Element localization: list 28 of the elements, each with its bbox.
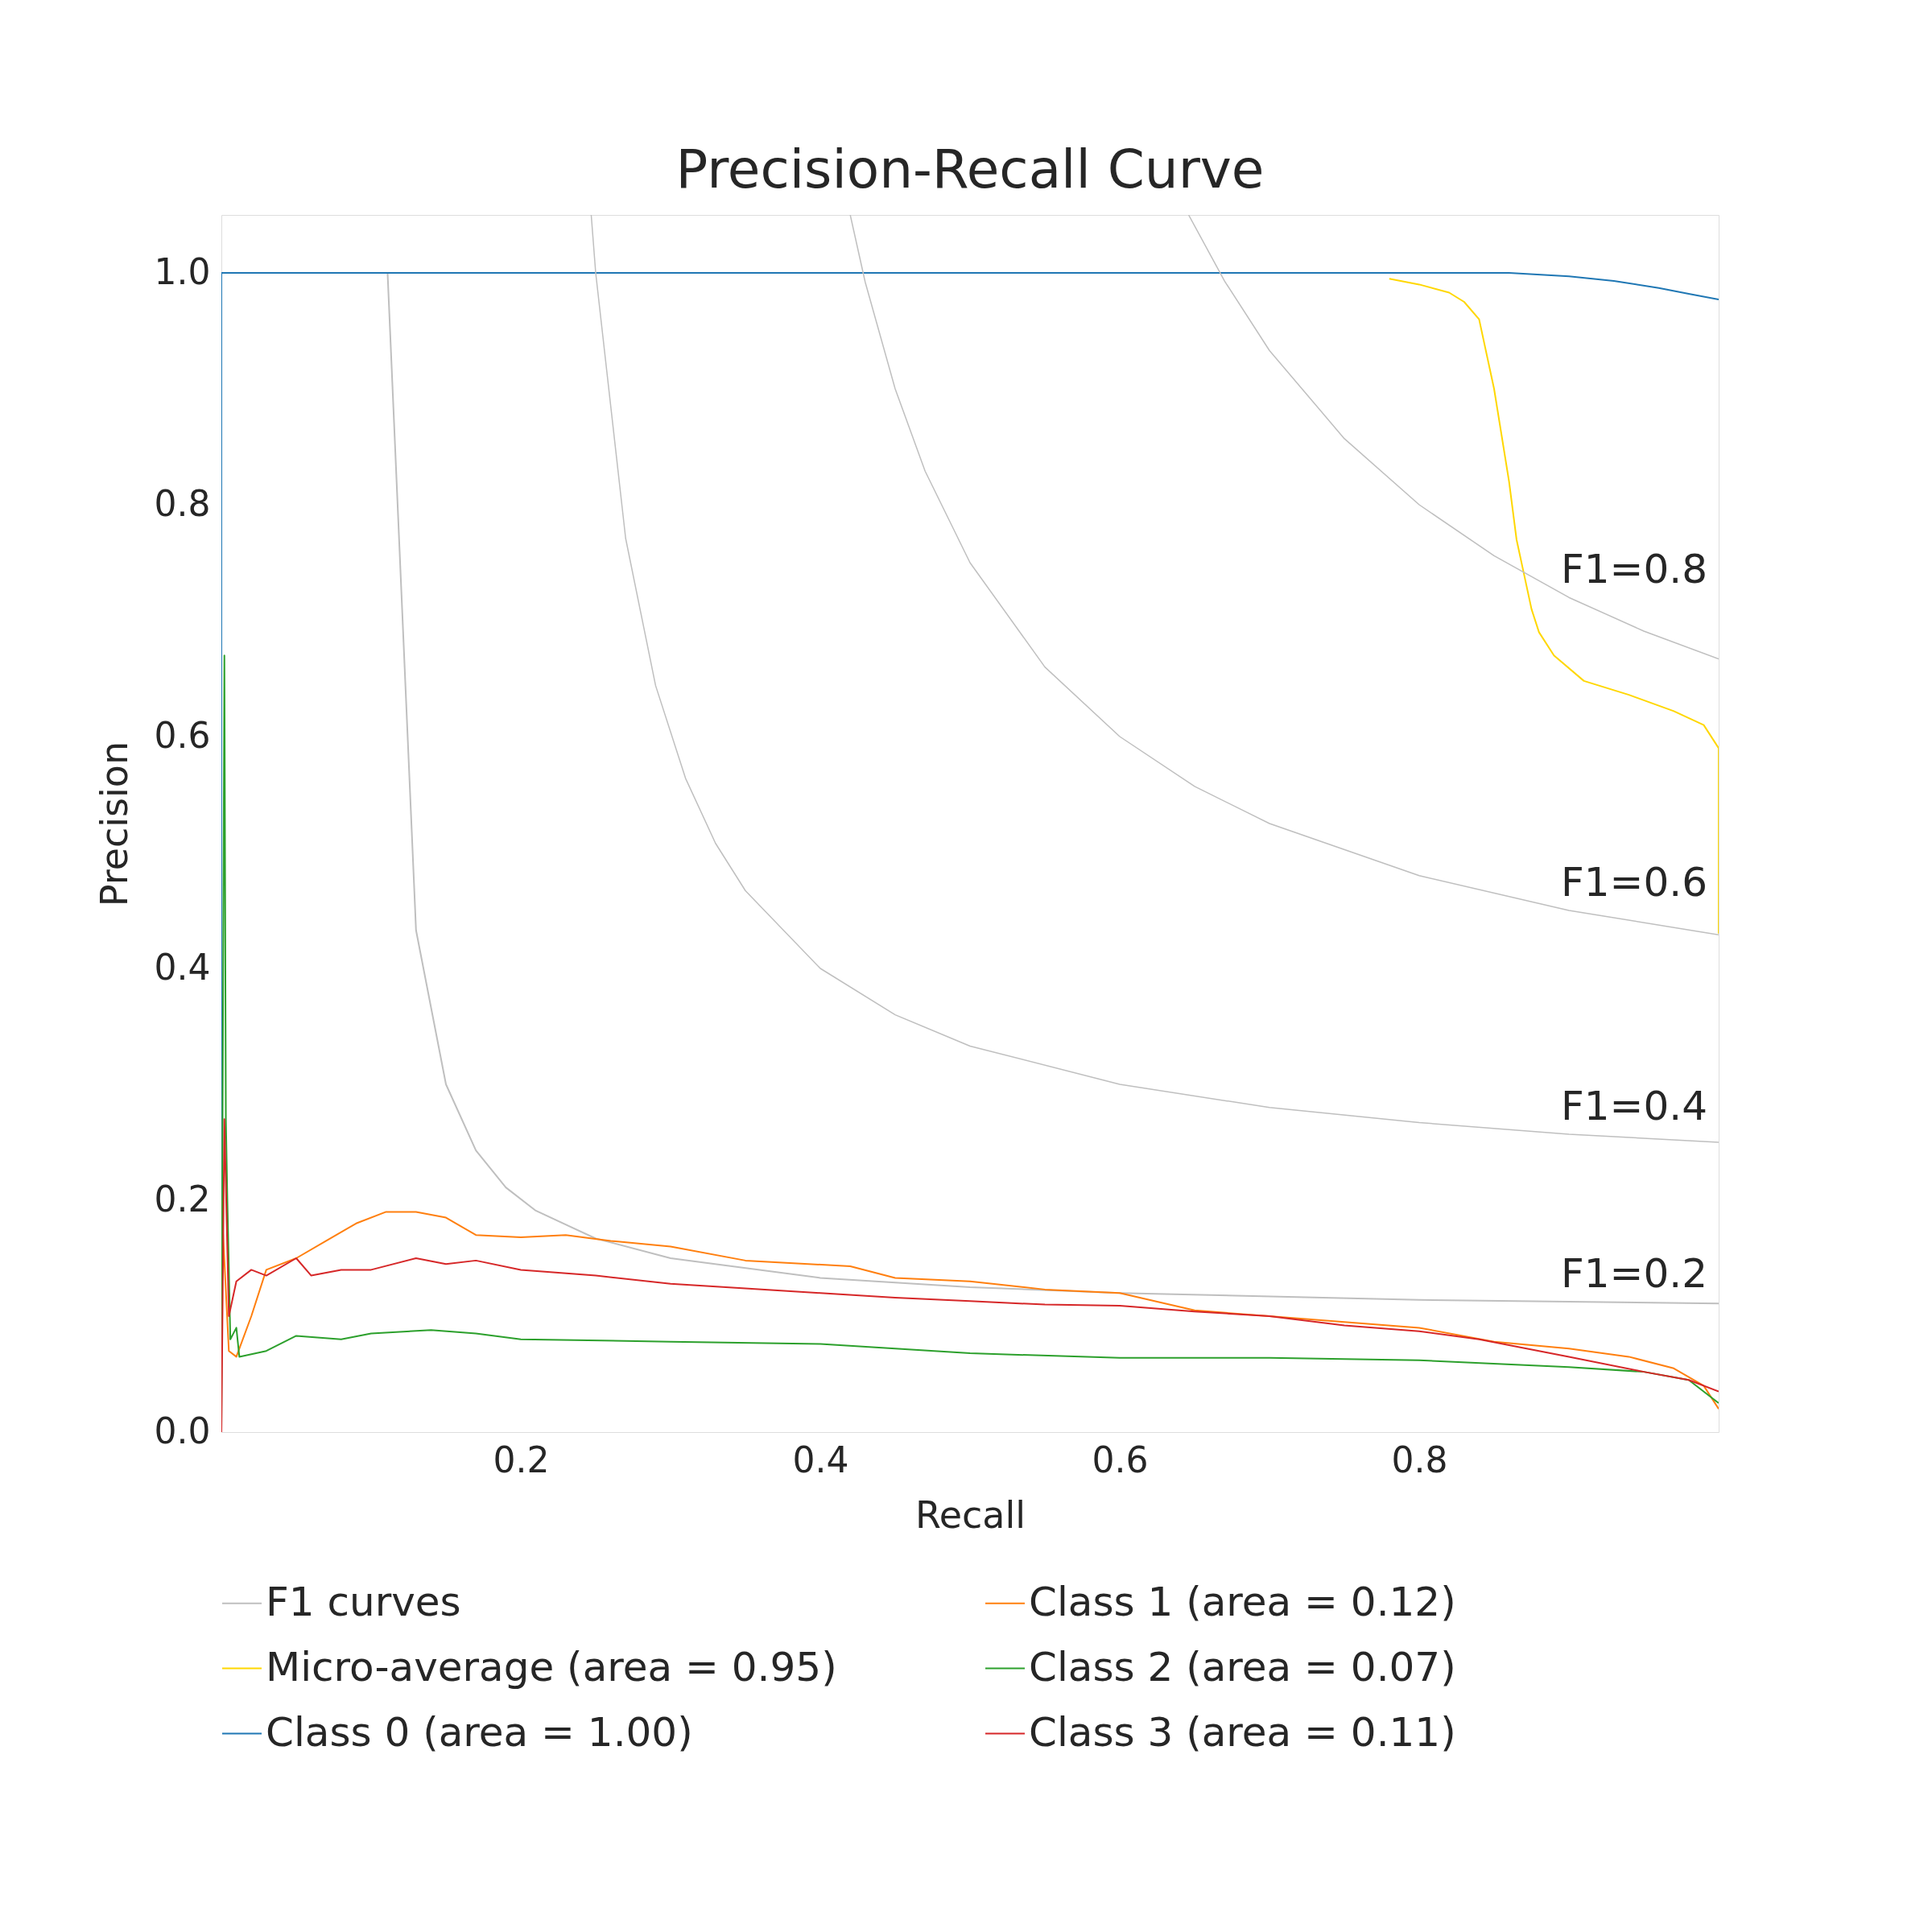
x-tick-label: 0.6 [1092, 1439, 1149, 1480]
y-tick-label: 0.4 [154, 946, 211, 988]
y-axis-title: Precision [92, 741, 136, 907]
y-tick-label: 0.2 [154, 1178, 211, 1220]
y-tick-label: 0.8 [154, 482, 211, 524]
chart-title: Precision-Recall Curve [675, 138, 1265, 200]
y-tick-label: 0.6 [154, 714, 211, 756]
x-axis-title: Recall [914, 1492, 1026, 1537]
line-series [1388, 278, 1719, 935]
line-series [590, 215, 1719, 1143]
x-tick-label: 0.2 [493, 1439, 550, 1480]
legend-label: Class 0 (area = 1.00) [266, 1708, 693, 1756]
x-tick-label: 0.4 [792, 1439, 849, 1480]
annotation: F1=0.2 [1561, 1250, 1707, 1297]
legend-label: Class 3 (area = 0.11) [1029, 1708, 1456, 1756]
y-tick-label: 1.0 [154, 250, 211, 292]
legend-label: F1 curves [266, 1578, 461, 1625]
line-series [1187, 215, 1719, 660]
legend-label: Class 1 (area = 0.12) [1029, 1578, 1456, 1625]
annotation: F1=0.8 [1561, 546, 1707, 593]
y-tick-label: 0.0 [154, 1410, 211, 1451]
line-series [386, 272, 1719, 1305]
annotation: F1=0.4 [1561, 1082, 1707, 1129]
line-series [849, 215, 1719, 935]
legend-label: Class 2 (area = 0.07) [1029, 1643, 1456, 1690]
legend-label: Micro-average (area = 0.95) [266, 1643, 837, 1690]
annotation: F1=0.6 [1561, 859, 1707, 906]
x-tick-label: 0.8 [1391, 1439, 1448, 1480]
